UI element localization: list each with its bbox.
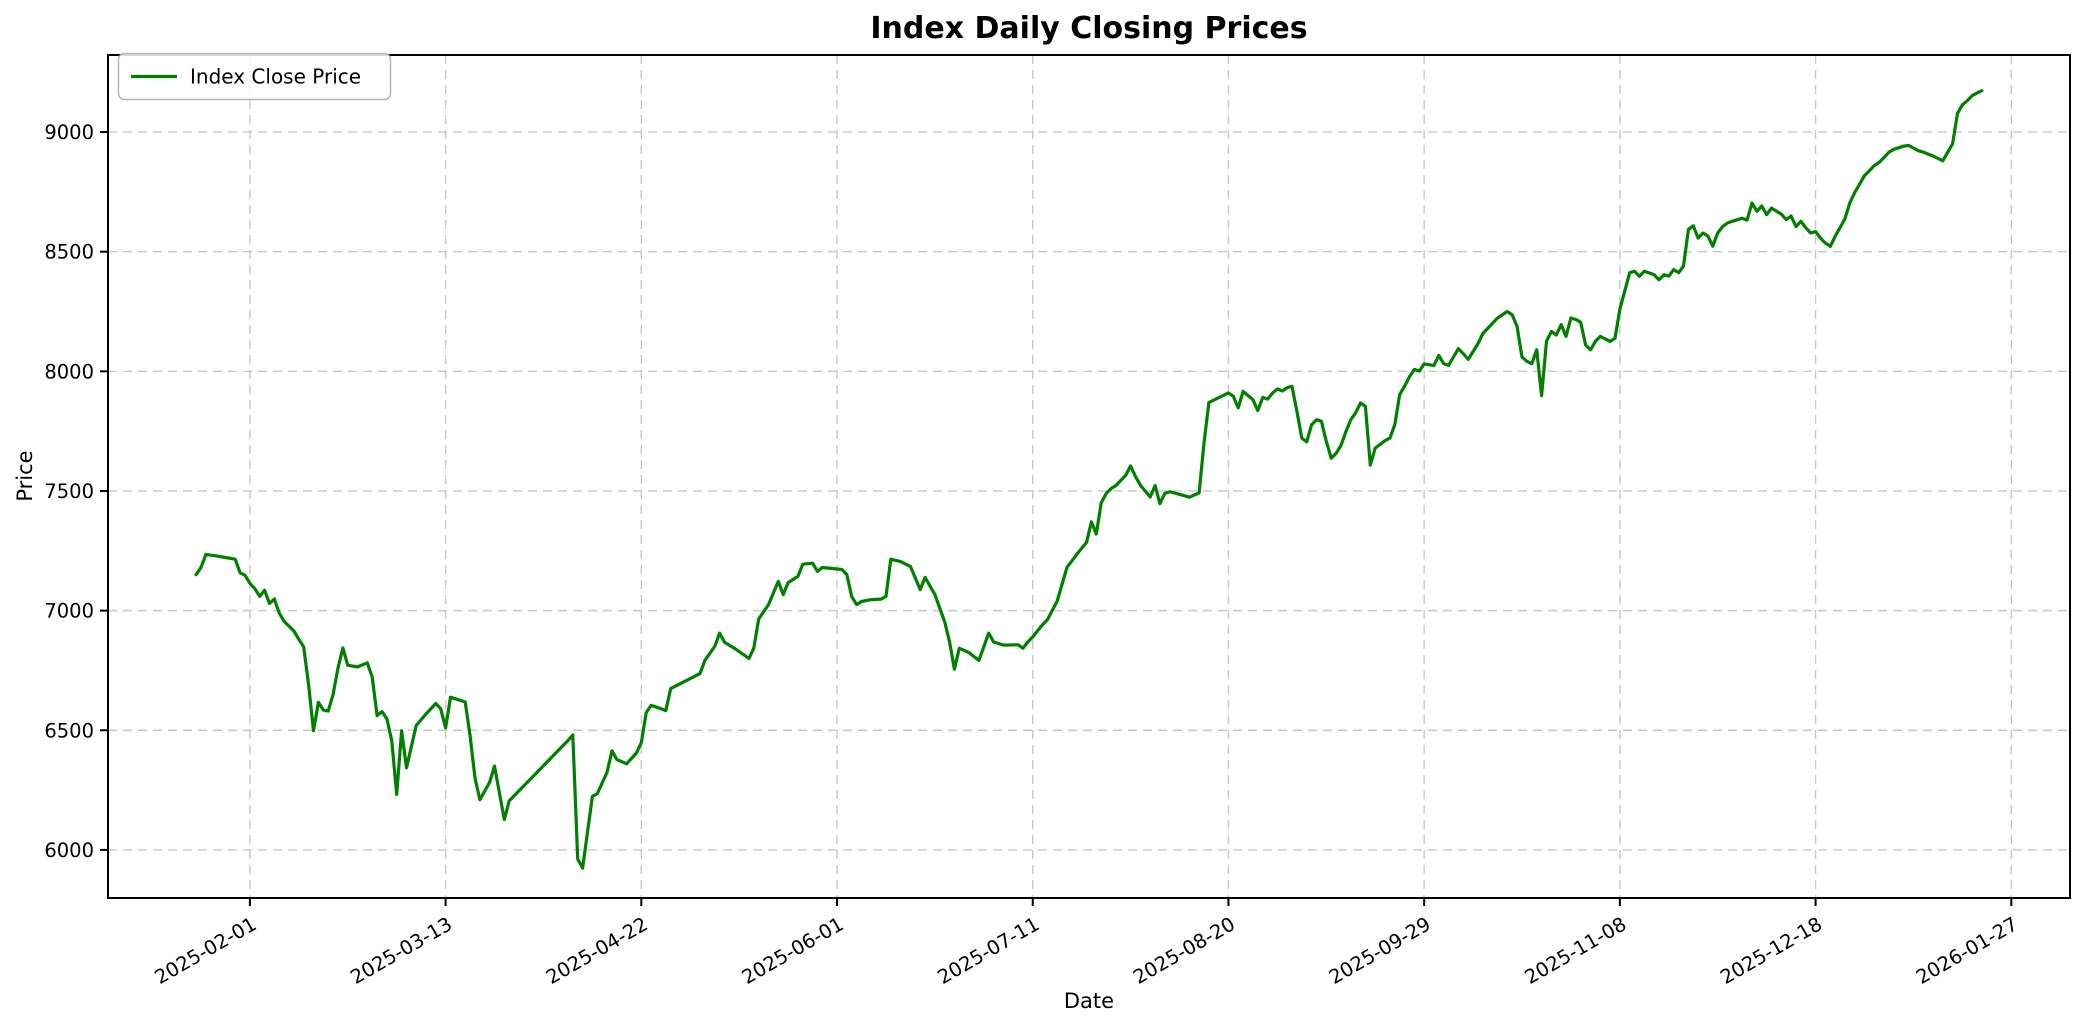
x-tick-label: 2025-12-18 <box>1716 912 1826 989</box>
x-tick-labels: 2025-02-01 2025-03-13 2025-04-22 2025-06-01… <box>151 912 2022 989</box>
x-tick-label: 2025-04-22 <box>542 912 652 989</box>
x-tick-label: 2025-02-01 <box>151 912 261 989</box>
price-line-series <box>194 89 1984 870</box>
x-axis-label: Date <box>1064 989 1114 1013</box>
y-tick-label: 6000 <box>44 839 94 862</box>
x-tick-label: 2025-09-29 <box>1325 912 1435 989</box>
x-tick-label: 2025-07-11 <box>934 912 1044 989</box>
chart-title: Index Daily Closing Prices <box>870 11 1307 46</box>
y-axis-label: Price <box>13 450 37 501</box>
legend: Index Close Price <box>117 52 392 101</box>
legend-label: Index Close Price <box>190 65 361 89</box>
y-tick-label: 8000 <box>44 360 94 383</box>
legend-box <box>117 52 392 101</box>
x-tick-label: 2025-08-20 <box>1129 912 1239 989</box>
x-tick-label: 2025-11-08 <box>1521 912 1631 989</box>
x-tick-label: 2025-03-13 <box>346 912 456 989</box>
y-tick-labels: 6000 6500 7000 7500 8000 8500 9000 <box>44 121 94 862</box>
x-tick-label: 2025-06-01 <box>738 912 848 989</box>
y-tick-label: 8500 <box>44 241 94 264</box>
gridlines <box>108 55 2070 898</box>
x-tick-label: 2026-01-27 <box>1912 912 2022 989</box>
y-tick-label: 7000 <box>44 600 94 623</box>
plot-border <box>107 54 2071 899</box>
y-tick-label: 9000 <box>44 121 94 144</box>
tick-marks <box>100 131 2013 906</box>
y-tick-label: 7500 <box>44 480 94 503</box>
y-tick-label: 6500 <box>44 719 94 742</box>
